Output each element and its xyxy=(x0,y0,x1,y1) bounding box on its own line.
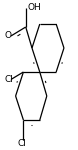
Text: Cl: Cl xyxy=(5,75,14,84)
Text: OH: OH xyxy=(27,3,41,12)
Text: O: O xyxy=(5,32,12,40)
Text: Cl: Cl xyxy=(17,140,26,148)
